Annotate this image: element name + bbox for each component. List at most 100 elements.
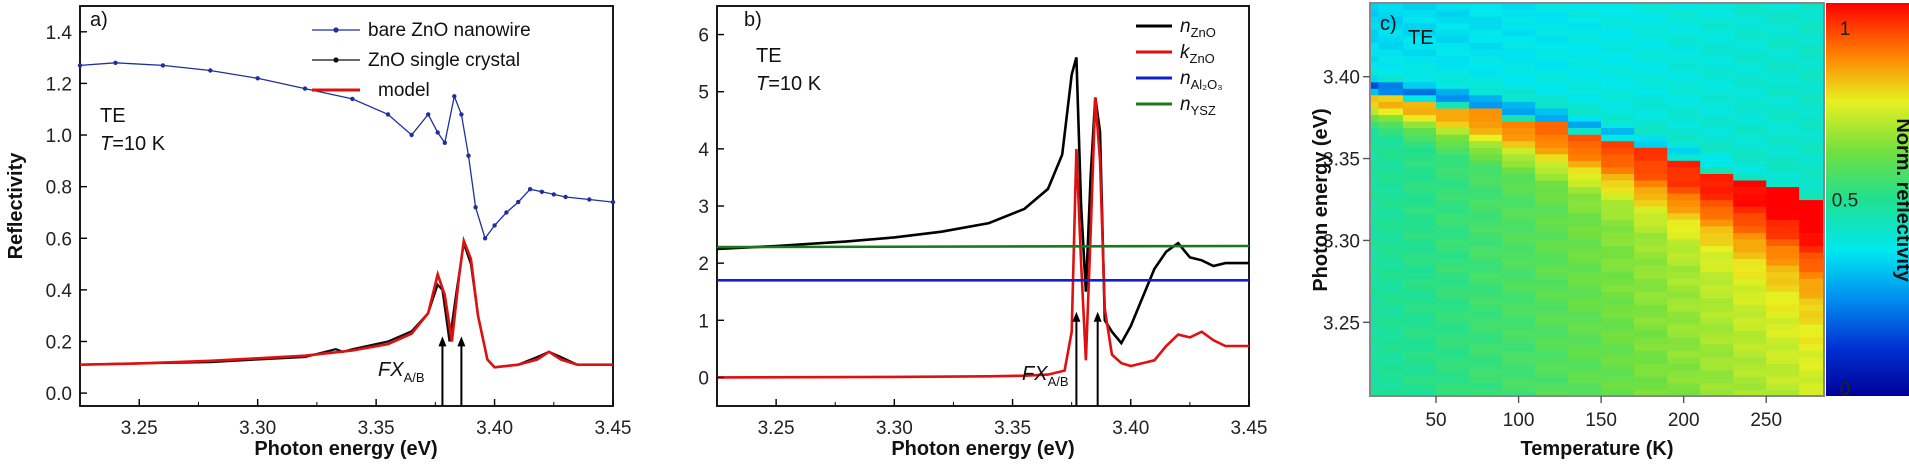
- heatmap-cell: [1469, 62, 1503, 70]
- heatmap-cell: [1766, 29, 1800, 37]
- heatmap-cell: [1436, 16, 1470, 24]
- heatmap-cell: [1370, 297, 1379, 305]
- heatmap-cell: [1535, 160, 1569, 168]
- heatmap-cell: [1667, 68, 1701, 76]
- a-xtick-label: 3.35: [358, 418, 395, 439]
- heatmap-cell: [1378, 107, 1404, 115]
- heatmap-cell: [1700, 251, 1734, 259]
- heatmap-cell: [1535, 323, 1569, 332]
- heatmap-cell: [1378, 291, 1404, 299]
- heatmap-cell: [1601, 206, 1635, 214]
- heatmap-cell: [1766, 278, 1800, 286]
- heatmap-cell: [1634, 147, 1668, 155]
- heatmap-cell: [1436, 297, 1470, 305]
- heatmap-cell: [1502, 68, 1536, 76]
- heatmap-cell: [1378, 193, 1404, 201]
- heatmap-cell: [1799, 16, 1825, 24]
- heatmap-cell: [1601, 258, 1635, 266]
- heatmap-cell: [1436, 376, 1470, 384]
- heatmap-cell: [1469, 88, 1503, 96]
- heatmap-cell: [1799, 166, 1825, 174]
- heatmap-cell: [1601, 179, 1635, 188]
- heatmap-cell: [1568, 153, 1602, 161]
- heatmap-cell: [1766, 219, 1800, 227]
- heatmap-cell: [1601, 193, 1635, 201]
- heatmap-cell: [1733, 356, 1767, 364]
- legend-a-crystal-text: ZnO single crystal: [368, 50, 520, 71]
- heatmap-cell: [1733, 265, 1767, 273]
- a-series-0-point: [492, 223, 497, 228]
- heatmap-cell: [1700, 9, 1734, 17]
- heatmap-cell: [1403, 382, 1437, 391]
- heatmap-cell: [1436, 134, 1470, 142]
- heatmap-cell: [1700, 271, 1734, 279]
- heatmap-cell: [1799, 29, 1825, 37]
- heatmap-cell: [1667, 193, 1701, 201]
- heatmap-cell: [1436, 291, 1470, 299]
- heatmap-cell: [1601, 147, 1635, 155]
- heatmap-cell: [1667, 389, 1701, 397]
- heatmap-cell: [1568, 310, 1602, 318]
- heatmap-cell: [1469, 3, 1503, 11]
- heatmap-cell: [1799, 265, 1825, 273]
- heatmap-cell: [1568, 330, 1602, 338]
- heatmap-cell: [1634, 350, 1668, 358]
- heatmap-cell: [1403, 297, 1437, 305]
- heatmap-cell: [1700, 310, 1734, 318]
- heatmap-cell: [1601, 75, 1635, 83]
- heatmap-cell: [1502, 186, 1536, 194]
- heatmap-cell: [1469, 363, 1503, 371]
- heatmap-cell: [1799, 101, 1825, 109]
- legend-b-nzno-text: nZnO: [1180, 16, 1216, 40]
- heatmap-cell: [1766, 376, 1800, 384]
- heatmap-cell: [1469, 179, 1503, 188]
- heatmap-cell: [1535, 16, 1569, 24]
- heatmap-cell: [1502, 297, 1536, 305]
- heatmap-cell: [1799, 160, 1825, 168]
- heatmap-cell: [1436, 29, 1470, 37]
- heatmap-cell: [1469, 153, 1503, 161]
- heatmap-cell: [1601, 330, 1635, 338]
- heatmap-cell: [1370, 350, 1379, 358]
- heatmap-cell: [1469, 199, 1503, 207]
- heatmap-cell: [1403, 323, 1437, 332]
- heatmap-cell: [1535, 166, 1569, 174]
- heatmap-cell: [1378, 160, 1404, 168]
- heatmap-cell: [1634, 238, 1668, 246]
- heatmap-cell: [1436, 225, 1470, 233]
- heatmap-cell: [1535, 127, 1569, 135]
- heatmap-cell: [1469, 238, 1503, 246]
- heatmap-cell: [1799, 9, 1825, 17]
- heatmap-cell: [1568, 101, 1602, 109]
- a-series-0-point: [350, 96, 355, 102]
- heatmap-cell: [1766, 68, 1800, 76]
- a-series-2-line: [79, 235, 613, 369]
- heatmap-cell: [1469, 382, 1503, 391]
- heatmap-cell: [1634, 284, 1668, 292]
- heatmap-cell: [1502, 42, 1536, 50]
- heatmap-cell: [1766, 173, 1800, 181]
- heatmap-cell: [1667, 337, 1701, 345]
- heatmap-cell: [1370, 186, 1379, 194]
- heatmap-cell: [1766, 343, 1800, 351]
- heatmap-cell: [1502, 153, 1536, 161]
- heatmap-cell: [1766, 389, 1800, 397]
- heatmap-cell: [1502, 291, 1536, 299]
- heatmap-cell: [1378, 153, 1404, 161]
- heatmap-cell: [1667, 48, 1701, 57]
- panel-a-data: [77, 60, 616, 369]
- heatmap-cell: [1370, 376, 1379, 384]
- heatmap-cell: [1403, 225, 1437, 233]
- heatmap-cell: [1378, 304, 1404, 312]
- colorbar-tick-label: 0.5: [1832, 191, 1858, 212]
- a-fx-arrowhead: [438, 336, 447, 347]
- heatmap-cell: [1601, 238, 1635, 246]
- c-ytick-label: 3.30: [1323, 231, 1360, 252]
- heatmap-cell: [1469, 42, 1503, 50]
- heatmap-cell: [1667, 55, 1701, 63]
- heatmap-cell: [1568, 284, 1602, 292]
- heatmap-cell: [1403, 35, 1437, 43]
- heatmap-cell: [1370, 107, 1379, 115]
- heatmap-cell: [1733, 153, 1767, 161]
- heatmap-cell: [1766, 22, 1800, 30]
